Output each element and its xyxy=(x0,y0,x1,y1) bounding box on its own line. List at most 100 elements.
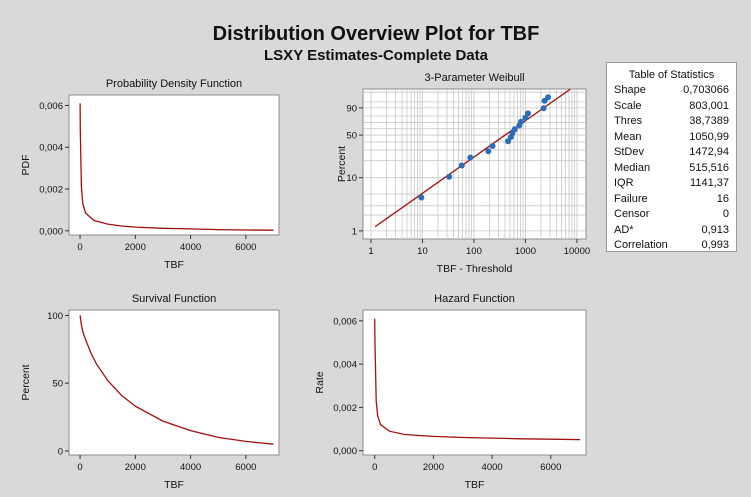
y-tick-label: 50 xyxy=(346,131,357,142)
y-axis-label: Percent xyxy=(336,146,348,182)
figure-subtitle: LSXY Estimates-Complete Data xyxy=(264,47,489,64)
series-line xyxy=(374,318,581,441)
data-point xyxy=(545,94,552,101)
stats-row-value: 0,993 xyxy=(701,239,729,251)
y-tick-label: 0,000 xyxy=(333,446,357,457)
panel-title: 3-Parameter Weibull xyxy=(424,72,524,84)
data-point xyxy=(485,148,492,155)
series-line xyxy=(79,315,274,445)
stats-row-label: Median xyxy=(614,161,651,174)
x-tick-label: 2000 xyxy=(125,242,146,253)
stats-row-label: Mean xyxy=(614,130,642,143)
stats-row-iqr: IQR 1141,37 xyxy=(607,176,736,192)
x-tick-label: 10000 xyxy=(564,246,590,257)
y-tick-label: 100 xyxy=(47,311,63,322)
y-tick-label: 0 xyxy=(58,446,63,457)
stats-row-correlation: Correlation 0,993 xyxy=(607,238,736,254)
data-point xyxy=(467,154,474,161)
stats-table-rows: Shape 0,703066 Scale 803,001 Thres 38,7389 Mea… xyxy=(607,83,736,254)
y-axis-label: PDF xyxy=(20,155,32,176)
y-tick-label: 0,002 xyxy=(39,185,63,196)
stats-row-shape: Shape 0,703066 xyxy=(607,83,736,99)
stats-table-title: Table of Statistics xyxy=(628,69,715,81)
data-point xyxy=(511,126,518,133)
y-tick-label: 0,000 xyxy=(39,226,63,237)
stats-row-value: 515,516 xyxy=(689,161,729,174)
stats-row-thres: Thres 38,7389 xyxy=(607,114,736,130)
y-axis-label: Rate xyxy=(314,371,326,393)
stats-row-median: Median 515,516 xyxy=(607,161,736,177)
x-axis-label: TBF xyxy=(164,479,184,491)
y-tick-label: 1 xyxy=(352,226,357,237)
data-point xyxy=(540,105,547,112)
panel-title: Probability Density Function xyxy=(106,78,242,90)
y-tick-label: 0,002 xyxy=(333,403,357,414)
data-point xyxy=(518,118,525,125)
data-point xyxy=(522,114,529,121)
stats-row-value: 16 xyxy=(716,192,729,205)
y-tick-label: 0,004 xyxy=(333,360,357,371)
plot-area xyxy=(68,94,280,236)
data-point xyxy=(524,110,531,117)
y-tick-label: 50 xyxy=(52,379,63,390)
plot-area xyxy=(68,309,280,456)
x-tick-label: 10 xyxy=(417,246,428,257)
series-line xyxy=(79,103,274,231)
panel-1: 3-Parameter Weibull 1 10 100 1000 10000 1 10 50 9… xyxy=(336,72,590,275)
figure-title: Distribution Overview Plot for TBF xyxy=(213,23,540,45)
panel-0: Probability Density Function 0 2000 4000 600… xyxy=(20,78,280,271)
y-tick-label: 10 xyxy=(346,173,357,184)
stats-row-value: 38,7389 xyxy=(689,115,729,127)
stats-row-value: 1472,94 xyxy=(689,146,729,158)
data-point xyxy=(418,194,425,201)
stats-row-stdev: StDev 1472,94 xyxy=(607,145,736,161)
plot-area xyxy=(362,309,587,456)
x-axis-label: TBF - Threshold xyxy=(437,263,513,275)
x-tick-label: 6000 xyxy=(235,462,256,473)
stats-row-label: Censor xyxy=(614,208,650,220)
stats-row-label: Correlation xyxy=(614,239,668,251)
stats-row-value: 1141,37 xyxy=(690,177,729,189)
stats-row-failure: Failure 16 xyxy=(607,192,736,208)
data-point xyxy=(458,162,465,169)
plot-panels: Probability Density Function 0 2000 4000 600… xyxy=(20,72,590,491)
stats-row-label: Thres xyxy=(614,115,643,127)
x-tick-label: 0 xyxy=(77,242,82,253)
x-tick-label: 1 xyxy=(368,246,373,257)
x-tick-label: 2000 xyxy=(423,462,444,473)
data-point xyxy=(446,173,453,180)
data-point xyxy=(505,138,512,145)
stats-row-mean: Mean 1050,99 xyxy=(607,130,736,146)
x-tick-label: 4000 xyxy=(180,462,201,473)
panel-2: Survival Function 0 2000 4000 6000 0 50 100 TBF P… xyxy=(20,293,280,491)
x-tick-label: 4000 xyxy=(180,242,201,253)
y-tick-label: 0,006 xyxy=(333,316,357,327)
x-tick-label: 4000 xyxy=(482,462,503,473)
stats-row-value: 0,913 xyxy=(701,223,729,236)
x-tick-label: 6000 xyxy=(235,242,256,253)
x-axis-label: TBF xyxy=(164,259,184,271)
x-tick-label: 0 xyxy=(372,462,377,473)
x-tick-label: 100 xyxy=(466,246,482,257)
y-tick-label: 0,004 xyxy=(39,143,63,154)
stats-row-value: 0 xyxy=(722,208,729,220)
stats-row-label: Shape xyxy=(614,84,646,96)
data-point xyxy=(489,142,496,149)
stats-row-value: 0,703066 xyxy=(683,84,729,96)
stats-row-label: Failure xyxy=(614,192,648,205)
y-axis-label: Percent xyxy=(20,364,32,400)
y-tick-label: 0,006 xyxy=(39,101,63,112)
stats-row-value: 803,001 xyxy=(689,99,729,112)
stats-row-scale: Scale 803,001 xyxy=(607,99,736,115)
stats-row-label: StDev xyxy=(614,146,644,158)
x-tick-label: 6000 xyxy=(540,462,561,473)
stats-table: Table of Statistics Shape 0,703066 Scale 80… xyxy=(606,62,737,252)
stats-row-label: AD* xyxy=(614,223,634,236)
panel-title: Hazard Function xyxy=(434,293,515,305)
y-tick-label: 90 xyxy=(346,103,357,114)
x-axis-label: TBF xyxy=(465,479,485,491)
panel-title: Survival Function xyxy=(132,293,216,305)
stats-row-label: IQR xyxy=(614,177,634,189)
x-tick-label: 0 xyxy=(77,462,82,473)
